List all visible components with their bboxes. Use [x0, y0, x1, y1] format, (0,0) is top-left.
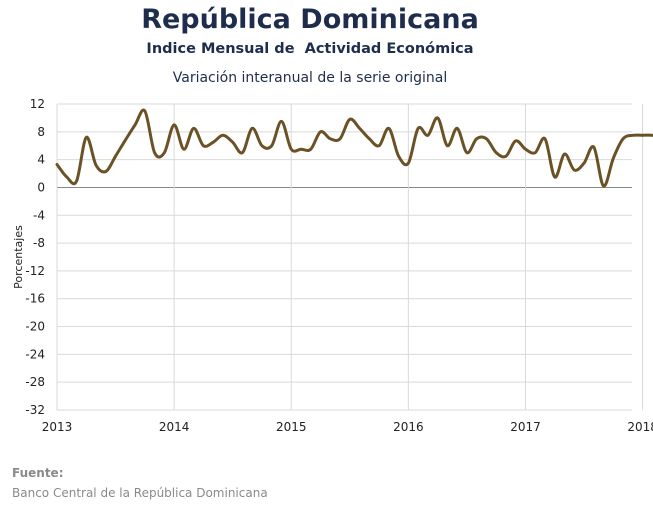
y-tick-label: 12	[30, 97, 45, 111]
series-line	[55, 108, 653, 188]
x-tick-label: 2018	[627, 420, 653, 434]
y-tick-label: -32	[25, 403, 45, 417]
y-tick-label: -8	[33, 236, 45, 250]
y-tick-label: -12	[25, 264, 45, 278]
y-tick-label: -16	[25, 292, 45, 306]
source-text: Banco Central de la República Dominicana	[12, 486, 268, 500]
y-tick-label: 0	[37, 180, 45, 194]
y-axis-label: Porcentajes	[12, 225, 25, 289]
y-tick-label: -4	[33, 208, 45, 222]
chart-subtitle: Indice Mensual de Actividad Económica	[146, 41, 474, 57]
y-tick-label: -28	[25, 375, 45, 389]
chart-title: República Dominicana	[141, 4, 479, 35]
x-tick-label: 2013	[42, 420, 73, 434]
y-tick-label: 4	[37, 153, 45, 167]
y-tick-label: -24	[25, 347, 45, 361]
x-tick-label: 2017	[510, 420, 541, 434]
x-tick-label: 2014	[159, 420, 190, 434]
chart-subtitle-series: Variación interanual de la serie origina…	[172, 70, 448, 86]
source-label: Fuente:	[12, 466, 64, 480]
y-tick-label: -20	[25, 320, 45, 334]
x-tick-label: 2015	[276, 420, 307, 434]
x-tick-label: 2016	[393, 420, 424, 434]
y-tick-label: 8	[37, 125, 45, 139]
